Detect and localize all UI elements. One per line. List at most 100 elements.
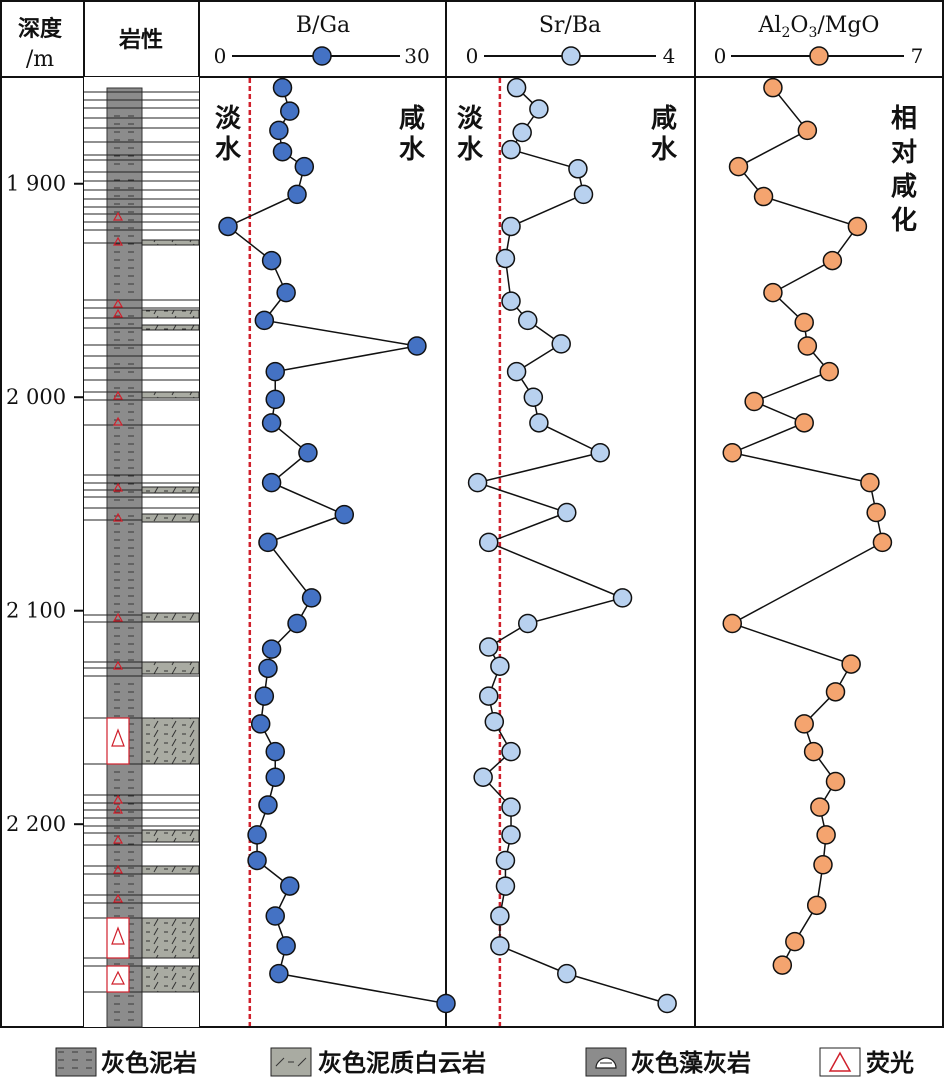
- almg-data-point: [806, 895, 827, 916]
- depth-tick-label: 1 900: [6, 172, 66, 196]
- almg-data-point: [816, 825, 836, 845]
- bga-data-point: [407, 336, 427, 356]
- srba-data-point: [495, 850, 516, 871]
- bga-salt-2: 水: [399, 135, 426, 165]
- legend: 灰色泥岩 灰色泥质白云岩 灰色藻灰岩 荧光: [55, 1047, 914, 1077]
- fluorescence-icon: [112, 211, 124, 221]
- bga-data-point: [250, 714, 271, 734]
- srba-data-point: [612, 588, 633, 608]
- bga-data-point: [247, 850, 267, 871]
- fluorescence-legend-icon: [828, 1051, 852, 1072]
- almg-data-point: [753, 186, 774, 207]
- legend-label-mudstone: 灰色泥岩: [101, 1049, 197, 1077]
- fluorescence-icon: [112, 512, 124, 522]
- srba-fresh-2: 水: [457, 135, 484, 165]
- almg-data-point: [803, 741, 824, 762]
- srba-fresh-1: 淡: [457, 104, 484, 134]
- srba-data-point: [501, 291, 521, 311]
- bga-data-point: [265, 767, 285, 787]
- almg-scale-marker: [809, 46, 829, 66]
- bga-data-point: [269, 963, 289, 984]
- bga-panel: [218, 77, 456, 1026]
- dolomite-bed: [141, 391, 200, 399]
- fluorescence-icon: [111, 728, 125, 747]
- almg-tick-max: 7: [911, 44, 924, 68]
- bga-series-line: [226, 87, 447, 1005]
- bga-data-point: [334, 504, 355, 525]
- dolomite-bed: [141, 717, 200, 765]
- almg-note-2: 对: [891, 138, 917, 168]
- bga-data-point: [254, 310, 275, 331]
- bga-header: B/Ga: [296, 13, 350, 38]
- fluorescence-icon: [112, 416, 124, 426]
- dolomite-bed: [141, 661, 200, 675]
- dolomite-bed: [141, 917, 200, 959]
- srba-data-point: [523, 387, 544, 407]
- dolomite-bed: [141, 612, 200, 623]
- bga-data-point: [301, 588, 322, 608]
- almg-note-3: 咸: [891, 172, 917, 202]
- srba-scale: 0 4: [466, 44, 676, 68]
- fluorescence-icon: [112, 864, 124, 874]
- srba-data-point: [551, 334, 571, 354]
- almg-note-4: 化: [891, 206, 917, 236]
- dolomite-bed: [141, 239, 200, 246]
- bga-data-point: [254, 686, 275, 706]
- bga-data-point: [247, 825, 267, 845]
- depth-header-title: 深度: [18, 16, 63, 42]
- bga-data-point: [261, 639, 282, 659]
- srba-data-point: [495, 248, 516, 269]
- fluorescence-icon: [112, 893, 124, 903]
- bga-data-point: [265, 389, 285, 410]
- bga-data-point: [280, 876, 300, 896]
- bga-data-point: [287, 184, 307, 205]
- bga-salt-1: 咸: [399, 104, 425, 134]
- srba-data-point: [484, 711, 505, 732]
- almg-data-point: [819, 361, 839, 382]
- srba-data-point: [557, 502, 577, 523]
- bga-data-point: [287, 613, 307, 634]
- srba-data-point: [573, 184, 594, 205]
- legend-label-fluorescence: 荧光: [866, 1049, 914, 1077]
- srba-header: Sr/Ba: [539, 13, 601, 38]
- fluorescence-icon: [112, 482, 124, 492]
- srba-tick-max: 4: [663, 44, 676, 68]
- srba-data-point: [506, 361, 527, 382]
- srba-data-point: [557, 963, 577, 984]
- bga-data-point: [436, 993, 456, 1014]
- dolomite-bed: [141, 513, 200, 523]
- almg-data-point: [763, 282, 783, 303]
- srba-panel: [467, 77, 677, 1026]
- fluorescence-icon: [112, 834, 124, 844]
- srba-data-point: [590, 442, 610, 463]
- dolomite-bed: [141, 324, 200, 331]
- almg-data-point: [763, 77, 783, 98]
- depth-tick-label: 2 100: [6, 599, 66, 623]
- bga-tick-max: 30: [404, 44, 429, 68]
- almg-data-point: [866, 502, 886, 523]
- almg-data-point: [794, 714, 814, 734]
- depth-tick-label: 2 200: [6, 812, 66, 836]
- almg-data-point: [785, 931, 805, 952]
- legend-swatch-mudstone: [55, 1047, 97, 1077]
- srba-data-point: [501, 825, 521, 845]
- bga-data-point: [265, 741, 285, 762]
- fluorescence-box: [106, 917, 130, 959]
- srba-data-point: [518, 613, 538, 634]
- fluorescence-icon: [112, 236, 124, 246]
- bga-data-point: [258, 795, 278, 815]
- srba-scale-marker: [561, 46, 581, 66]
- depth-header-unit: /m: [26, 47, 54, 72]
- almg-data-point: [728, 156, 749, 177]
- legend-label-algal: 灰色藻灰岩: [631, 1049, 751, 1077]
- srba-data-point: [518, 310, 538, 331]
- bga-data-point: [272, 141, 293, 162]
- mudstone-column: [106, 87, 143, 1028]
- almg-data-point: [872, 532, 893, 553]
- dolomite-bed: [141, 309, 200, 319]
- lithology-header: 岩性: [118, 28, 163, 53]
- fluorescence-icon: [112, 794, 124, 804]
- fluorescence-icon: [112, 308, 124, 318]
- almg-data-point: [810, 797, 830, 817]
